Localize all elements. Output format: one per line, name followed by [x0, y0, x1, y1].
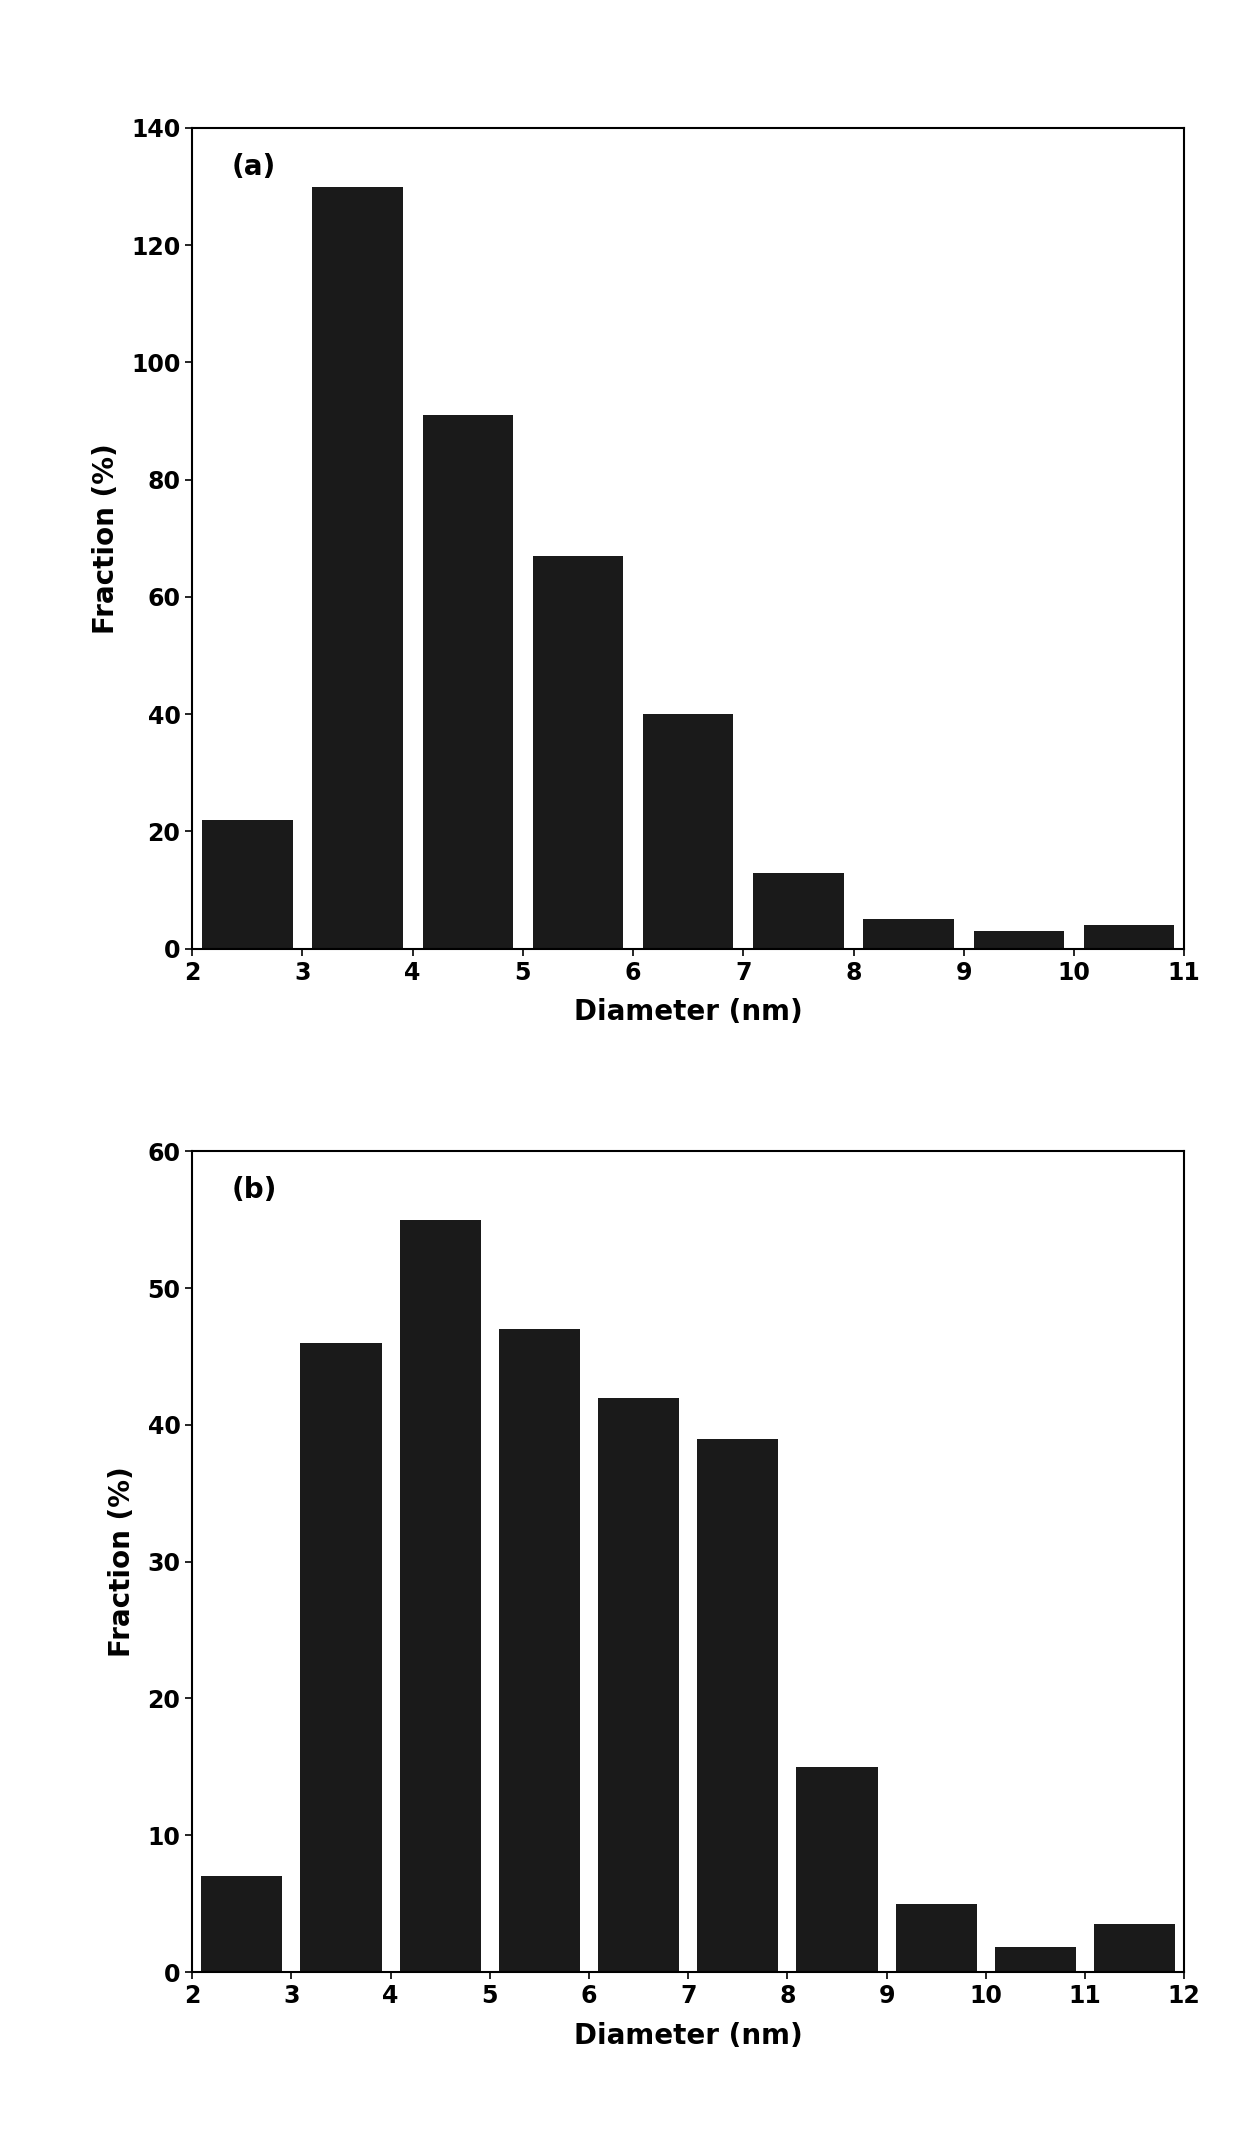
- Y-axis label: Fraction (%): Fraction (%): [92, 443, 120, 633]
- Bar: [312, 185, 403, 949]
- Bar: [895, 1904, 977, 1972]
- Bar: [994, 1947, 1076, 1972]
- Bar: [598, 1399, 680, 1972]
- Text: (a): (a): [232, 154, 277, 181]
- Bar: [498, 1328, 580, 1972]
- Bar: [423, 416, 513, 949]
- X-axis label: Diameter (nm): Diameter (nm): [574, 998, 802, 1025]
- Bar: [201, 1876, 283, 1972]
- Bar: [1094, 1925, 1176, 1972]
- Bar: [533, 556, 624, 949]
- Bar: [1084, 925, 1174, 949]
- Bar: [202, 819, 293, 949]
- Bar: [796, 1767, 878, 1972]
- Bar: [697, 1439, 779, 1972]
- Bar: [863, 919, 954, 949]
- Text: (b): (b): [232, 1177, 278, 1205]
- Bar: [399, 1220, 481, 1972]
- Bar: [973, 932, 1064, 949]
- X-axis label: Diameter (nm): Diameter (nm): [574, 2021, 802, 2049]
- Bar: [753, 872, 843, 949]
- Y-axis label: Fraction (%): Fraction (%): [108, 1467, 136, 1657]
- Bar: [644, 714, 733, 949]
- Bar: [300, 1343, 382, 1972]
